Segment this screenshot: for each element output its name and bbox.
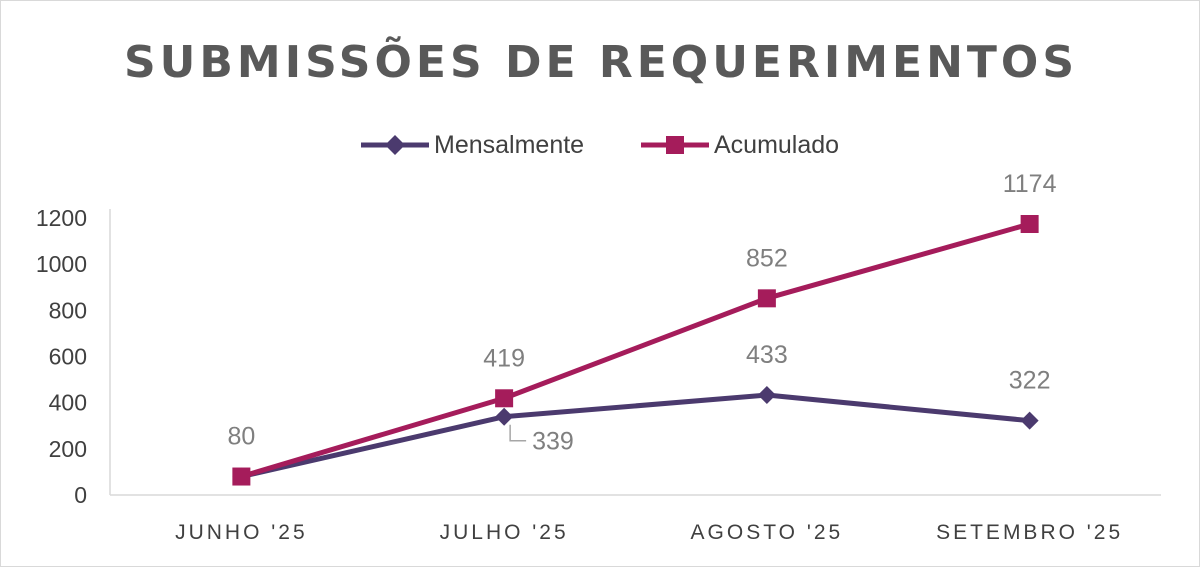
series-line-acumulado: [240, 221, 1031, 479]
data-point-acumulado: [757, 289, 776, 308]
x-tick-label: SETEMBRO '25: [936, 521, 1123, 544]
data-label-acumulado: 80: [227, 423, 255, 451]
legend-item-acumulado: Acumulado: [641, 131, 839, 159]
x-tick-labels: JUNHO '25 JULHO '25 AGOSTO '25 SETEMBRO '25: [175, 521, 1123, 544]
data-labels-group: 80 419 852 1174 339 433 322: [227, 170, 1056, 456]
legend: Mensalmente Acumulado: [361, 131, 839, 159]
chart-title: SUBMISSÕES DE REQUERIMENTOS: [124, 35, 1078, 88]
legend-marker-acumulado: [666, 136, 684, 154]
data-label-mensalmente: 322: [1009, 367, 1051, 395]
data-point-mensalmente: [757, 386, 776, 405]
data-point-acumulado: [232, 467, 251, 486]
data-label-acumulado: 1174: [1003, 170, 1057, 198]
y-tick-labels: 0 200 400 600 800 1000 1200: [36, 205, 87, 508]
data-label-acumulado: 419: [483, 344, 525, 372]
data-point-acumulado: [1020, 215, 1039, 234]
data-label-mensalmente: 433: [746, 341, 788, 369]
y-tick-label: 200: [49, 436, 87, 462]
data-point-mensalmente: [1020, 411, 1039, 430]
y-tick-label: 800: [49, 297, 87, 323]
series-line-mensalmente: [240, 392, 1030, 479]
legend-label-mensalmente: Mensalmente: [434, 131, 584, 159]
y-tick-label: 400: [49, 390, 87, 416]
data-label-mensalmente: 339: [532, 428, 574, 456]
data-label-acumulado: 852: [746, 244, 788, 272]
y-tick-label: 0: [74, 482, 87, 508]
legend-marker-mensalmente: [385, 135, 405, 155]
y-tick-label: 1200: [36, 205, 87, 231]
x-tick-label: JULHO '25: [440, 521, 569, 544]
legend-label-acumulado: Acumulado: [714, 131, 839, 159]
x-tick-label: JUNHO '25: [175, 521, 308, 544]
x-tick-label: AGOSTO '25: [691, 521, 844, 544]
data-point-mensalmente: [495, 407, 514, 426]
y-tick-label: 600: [49, 344, 87, 370]
label-leader-line: [509, 424, 527, 442]
legend-item-mensalmente: Mensalmente: [361, 131, 584, 159]
series-group: [232, 215, 1039, 486]
y-tick-label: 1000: [36, 251, 87, 277]
data-point-acumulado: [495, 389, 514, 408]
